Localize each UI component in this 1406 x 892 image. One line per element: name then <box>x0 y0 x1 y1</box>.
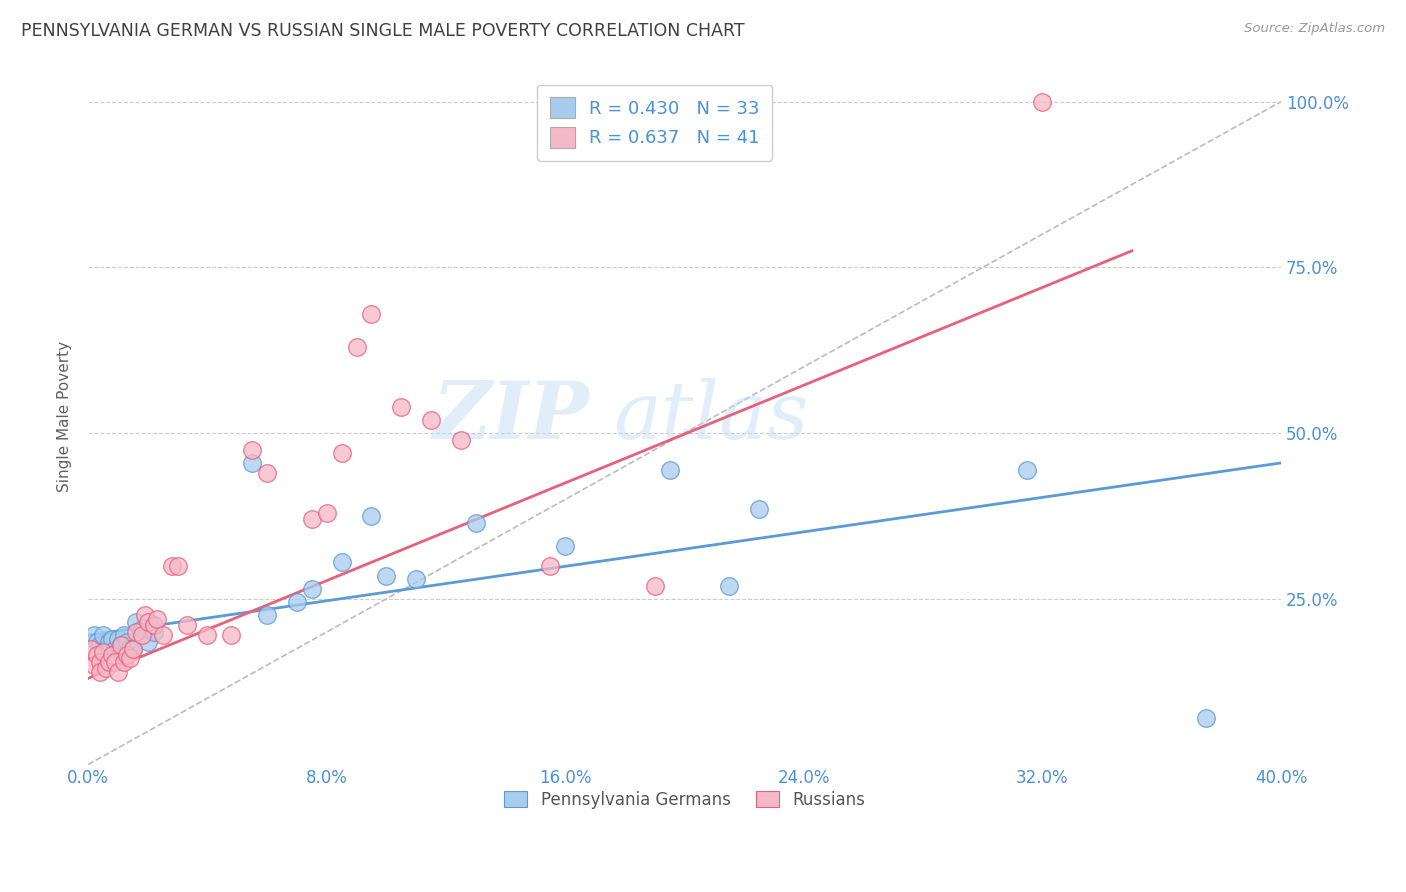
Point <box>91 628 114 642</box>
Point <box>301 582 323 596</box>
Point <box>554 539 576 553</box>
Point <box>125 615 148 629</box>
Point <box>285 595 308 609</box>
Text: ZIP: ZIP <box>432 378 589 455</box>
Point <box>101 648 124 662</box>
Point <box>360 307 382 321</box>
Point <box>86 635 108 649</box>
Point <box>221 628 243 642</box>
Point <box>346 340 368 354</box>
Point <box>142 624 165 639</box>
Point <box>107 665 129 679</box>
Point <box>89 638 111 652</box>
Point <box>389 400 412 414</box>
Legend: Pennsylvania Germans, Russians: Pennsylvania Germans, Russians <box>498 784 872 815</box>
Point <box>420 413 443 427</box>
Point <box>152 628 174 642</box>
Point <box>748 502 770 516</box>
Point <box>94 641 117 656</box>
Point <box>110 638 132 652</box>
Point <box>101 632 124 646</box>
Point <box>240 456 263 470</box>
Point <box>464 516 486 530</box>
Point <box>122 641 145 656</box>
Point <box>1031 95 1053 109</box>
Point <box>104 655 127 669</box>
Point <box>658 462 681 476</box>
Point <box>115 648 138 662</box>
Text: Source: ZipAtlas.com: Source: ZipAtlas.com <box>1244 22 1385 36</box>
Point <box>131 628 153 642</box>
Y-axis label: Single Male Poverty: Single Male Poverty <box>58 341 72 492</box>
Point <box>301 512 323 526</box>
Point <box>104 641 127 656</box>
Point <box>134 608 156 623</box>
Point <box>80 641 103 656</box>
Point <box>145 612 167 626</box>
Point <box>112 655 135 669</box>
Point <box>197 628 219 642</box>
Point <box>405 572 427 586</box>
Point <box>256 466 278 480</box>
Point <box>91 645 114 659</box>
Point <box>110 638 132 652</box>
Point <box>1017 462 1039 476</box>
Point <box>538 558 561 573</box>
Point <box>118 641 141 656</box>
Text: atlas: atlas <box>613 378 808 455</box>
Point <box>86 648 108 662</box>
Point <box>94 661 117 675</box>
Point <box>122 641 145 656</box>
Point <box>315 506 337 520</box>
Point <box>166 558 188 573</box>
Point <box>360 508 382 523</box>
Point <box>89 655 111 669</box>
Point <box>112 628 135 642</box>
Point <box>125 624 148 639</box>
Point <box>83 658 105 673</box>
Point <box>131 622 153 636</box>
Point <box>330 555 353 569</box>
Point <box>89 665 111 679</box>
Point <box>176 618 198 632</box>
Point <box>375 568 398 582</box>
Point <box>240 442 263 457</box>
Point <box>142 618 165 632</box>
Point <box>83 628 105 642</box>
Point <box>136 635 159 649</box>
Point <box>115 635 138 649</box>
Point <box>98 655 121 669</box>
Point <box>118 651 141 665</box>
Point <box>136 615 159 629</box>
Text: PENNSYLVANIA GERMAN VS RUSSIAN SINGLE MALE POVERTY CORRELATION CHART: PENNSYLVANIA GERMAN VS RUSSIAN SINGLE MA… <box>21 22 745 40</box>
Point <box>107 632 129 646</box>
Point <box>160 558 183 573</box>
Point <box>644 578 666 592</box>
Point <box>450 433 472 447</box>
Point <box>718 578 741 592</box>
Point <box>256 608 278 623</box>
Point <box>1195 711 1218 725</box>
Point <box>330 446 353 460</box>
Point <box>98 635 121 649</box>
